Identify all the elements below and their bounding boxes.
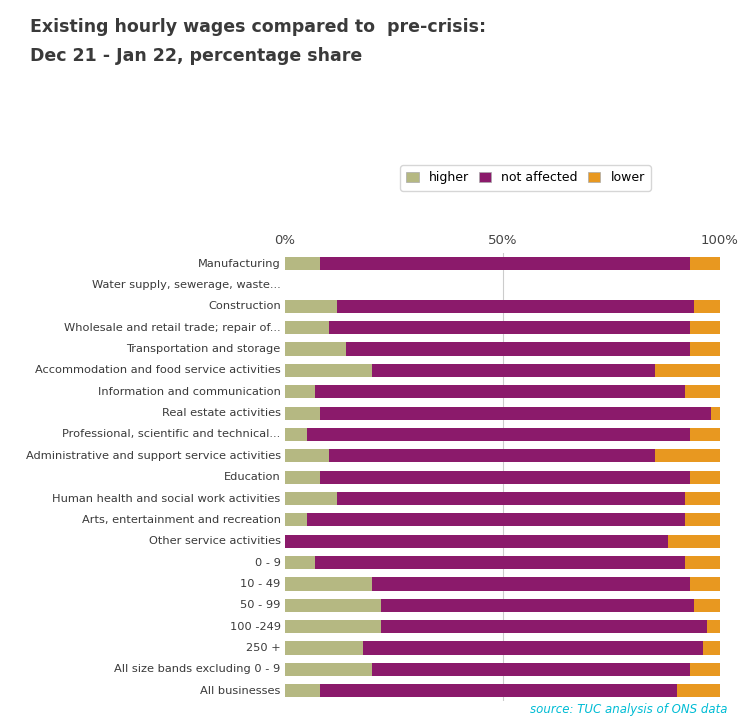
Text: 100 -249: 100 -249: [230, 622, 280, 632]
Text: 10 - 49: 10 - 49: [241, 579, 280, 589]
Bar: [655, 364, 720, 377]
Bar: [346, 343, 689, 356]
Bar: [686, 556, 720, 569]
Bar: [316, 556, 686, 569]
Bar: [307, 513, 686, 526]
Bar: [285, 300, 338, 313]
Text: Professional, scientific and technical...: Professional, scientific and technical..…: [62, 429, 280, 440]
Bar: [707, 620, 720, 633]
Bar: [703, 641, 720, 654]
Text: Construction: Construction: [208, 301, 280, 312]
Bar: [689, 577, 720, 591]
Bar: [285, 513, 307, 526]
Bar: [363, 641, 703, 654]
Text: Accommodation and food service activities: Accommodation and food service activitie…: [35, 365, 280, 375]
Bar: [381, 620, 707, 633]
Bar: [711, 406, 720, 420]
Bar: [285, 321, 328, 334]
Text: Other service activities: Other service activities: [148, 536, 280, 546]
Bar: [676, 684, 720, 697]
Bar: [285, 449, 328, 463]
Bar: [372, 663, 689, 676]
Bar: [320, 684, 676, 697]
Bar: [320, 257, 689, 270]
Text: Existing hourly wages compared to  pre-crisis:: Existing hourly wages compared to pre-cr…: [30, 18, 486, 36]
Bar: [285, 577, 372, 591]
Bar: [689, 257, 720, 270]
Bar: [285, 620, 381, 633]
Bar: [285, 663, 372, 676]
Text: Wholesale and retail trade; repair of...: Wholesale and retail trade; repair of...: [64, 322, 280, 333]
Bar: [338, 492, 686, 505]
Bar: [285, 492, 338, 505]
Text: Dec 21 - Jan 22, percentage share: Dec 21 - Jan 22, percentage share: [30, 47, 362, 65]
Bar: [686, 385, 720, 398]
Bar: [285, 684, 320, 697]
Bar: [655, 449, 720, 463]
Bar: [689, 321, 720, 334]
Text: source: TUC analysis of ONS data: source: TUC analysis of ONS data: [530, 703, 728, 716]
Bar: [328, 449, 655, 463]
Text: Manufacturing: Manufacturing: [198, 259, 280, 269]
Text: Human health and social work activities: Human health and social work activities: [53, 494, 280, 503]
Bar: [686, 492, 720, 505]
Bar: [285, 534, 668, 548]
Bar: [285, 599, 381, 612]
Bar: [285, 556, 316, 569]
Bar: [694, 300, 720, 313]
Bar: [686, 513, 720, 526]
Text: 0 - 9: 0 - 9: [255, 557, 280, 568]
Bar: [668, 534, 720, 548]
Text: Real estate activities: Real estate activities: [162, 408, 280, 418]
Text: 50 - 99: 50 - 99: [240, 600, 280, 610]
Bar: [285, 364, 372, 377]
Bar: [320, 471, 689, 484]
Bar: [285, 343, 346, 356]
Text: Arts, entertainment and recreation: Arts, entertainment and recreation: [82, 515, 280, 525]
Text: 250 +: 250 +: [246, 643, 280, 653]
Bar: [285, 406, 320, 420]
Bar: [285, 385, 316, 398]
Bar: [285, 428, 307, 441]
Text: Water supply, sewerage, waste...: Water supply, sewerage, waste...: [92, 280, 280, 290]
Bar: [381, 599, 694, 612]
Bar: [689, 428, 720, 441]
Bar: [328, 321, 689, 334]
Text: Administrative and support service activities: Administrative and support service activ…: [26, 451, 280, 461]
Legend: higher, not affected, lower: higher, not affected, lower: [400, 165, 651, 191]
Bar: [694, 599, 720, 612]
Text: All size bands excluding 0 - 9: All size bands excluding 0 - 9: [115, 664, 280, 675]
Text: Education: Education: [224, 472, 280, 482]
Text: Information and communication: Information and communication: [98, 387, 280, 397]
Bar: [338, 300, 694, 313]
Bar: [285, 257, 320, 270]
Bar: [372, 577, 689, 591]
Bar: [689, 471, 720, 484]
Bar: [689, 343, 720, 356]
Bar: [285, 641, 363, 654]
Bar: [307, 428, 689, 441]
Bar: [285, 471, 320, 484]
Bar: [316, 385, 686, 398]
Bar: [320, 406, 711, 420]
Text: All businesses: All businesses: [200, 685, 280, 696]
Bar: [689, 663, 720, 676]
Bar: [372, 364, 655, 377]
Text: Transportation and storage: Transportation and storage: [127, 344, 280, 354]
